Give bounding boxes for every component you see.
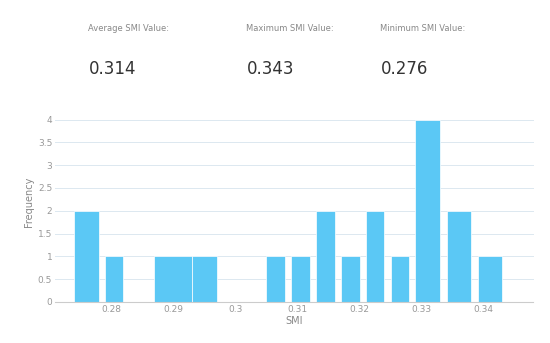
Bar bbox=[266, 256, 285, 302]
Bar bbox=[390, 256, 409, 302]
Bar bbox=[341, 256, 360, 302]
Bar bbox=[291, 256, 310, 302]
Text: Average SMI Value:: Average SMI Value: bbox=[89, 24, 169, 33]
Y-axis label: Frequency: Frequency bbox=[24, 176, 34, 227]
Bar bbox=[74, 211, 98, 302]
Bar bbox=[155, 256, 192, 302]
Bar bbox=[316, 211, 334, 302]
Bar bbox=[415, 120, 441, 302]
Text: Histogram of SMI: Histogram of SMI bbox=[55, 106, 163, 116]
X-axis label: SMI: SMI bbox=[285, 316, 303, 327]
Bar bbox=[366, 211, 384, 302]
Text: 0.314: 0.314 bbox=[89, 60, 136, 79]
Text: 0.343: 0.343 bbox=[246, 60, 294, 79]
Bar bbox=[192, 256, 217, 302]
Text: 0.276: 0.276 bbox=[381, 60, 428, 79]
Bar bbox=[447, 211, 471, 302]
Bar bbox=[104, 256, 123, 302]
Bar bbox=[477, 256, 503, 302]
Text: Maximum SMI Value:: Maximum SMI Value: bbox=[246, 24, 334, 33]
Text: Minimum SMI Value:: Minimum SMI Value: bbox=[381, 24, 466, 33]
